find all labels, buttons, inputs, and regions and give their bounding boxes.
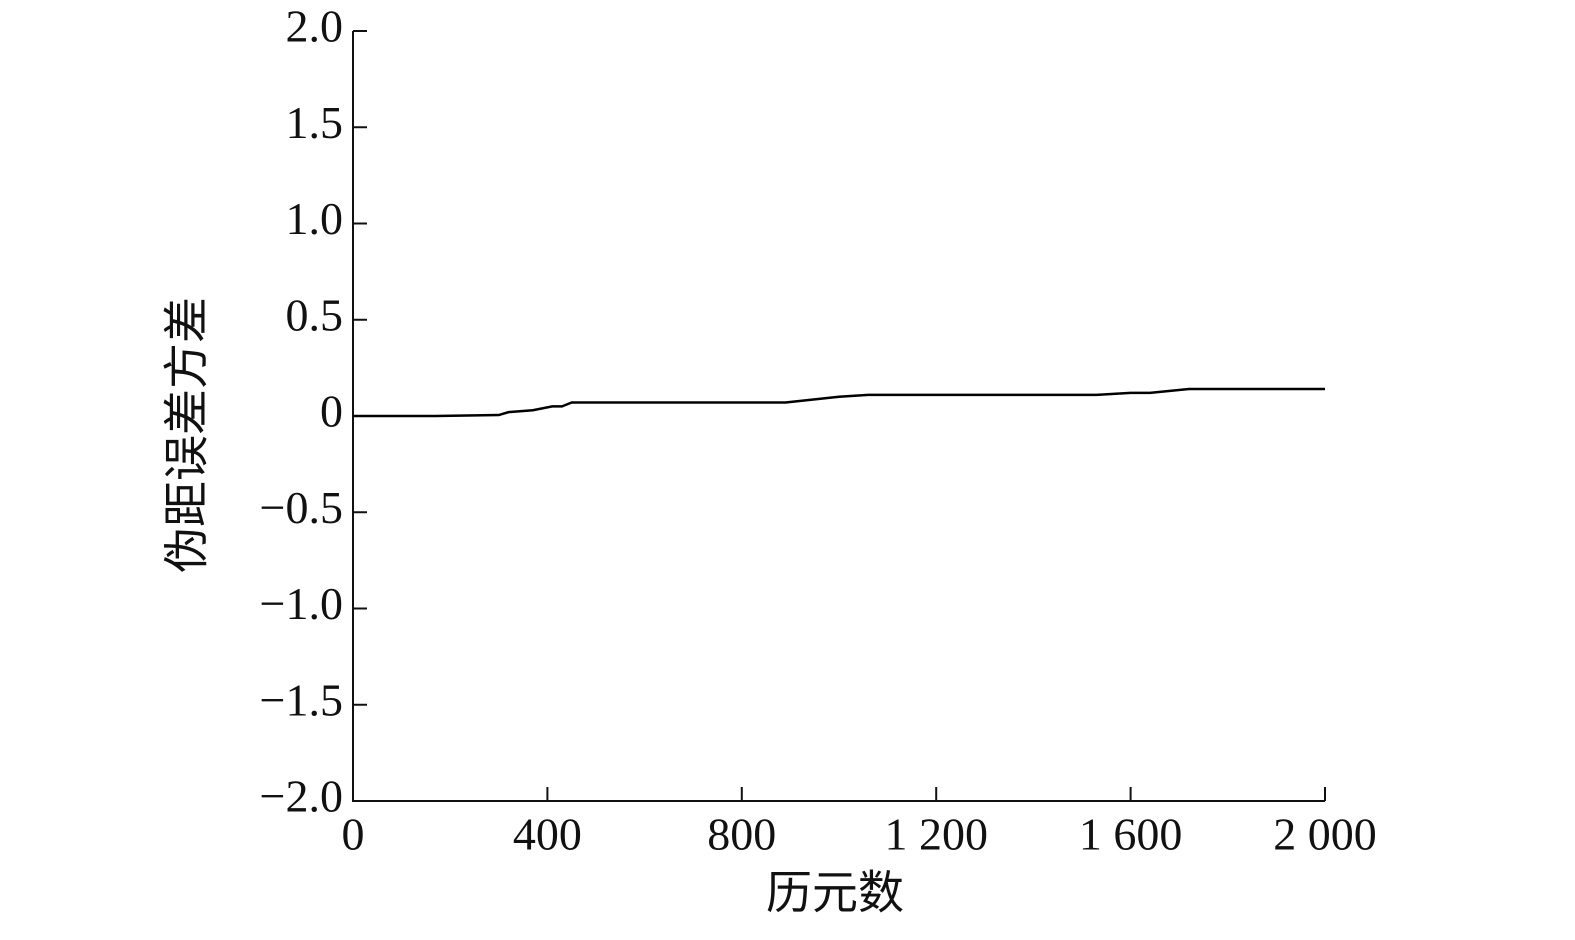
y-tick-label: −1.0 bbox=[260, 578, 343, 629]
y-tick-label: −1.5 bbox=[260, 674, 343, 725]
x-tick-label: 800 bbox=[707, 809, 776, 860]
y-tick-label: 1.5 bbox=[286, 97, 344, 148]
x-tick-label: 2 000 bbox=[1273, 809, 1377, 860]
x-axis-title: 历元数 bbox=[766, 868, 904, 919]
data-line bbox=[353, 387, 1325, 418]
y-tick-label: −2.0 bbox=[260, 771, 343, 822]
y-tick-label: 0.5 bbox=[286, 289, 344, 340]
y-tick-label: 1.0 bbox=[286, 193, 344, 244]
x-tick-label: 400 bbox=[513, 809, 582, 860]
y-tick-label: 2.0 bbox=[286, 1, 344, 52]
y-axis-title: 伪距误差方差 bbox=[162, 297, 213, 573]
x-tick-label: 1 600 bbox=[1079, 809, 1183, 860]
x-tick-label: 1 200 bbox=[884, 809, 988, 860]
y-tick-label: −0.5 bbox=[260, 482, 343, 533]
y-tick-label: 0 bbox=[320, 386, 343, 437]
x-tick-label: 0 bbox=[342, 809, 365, 860]
